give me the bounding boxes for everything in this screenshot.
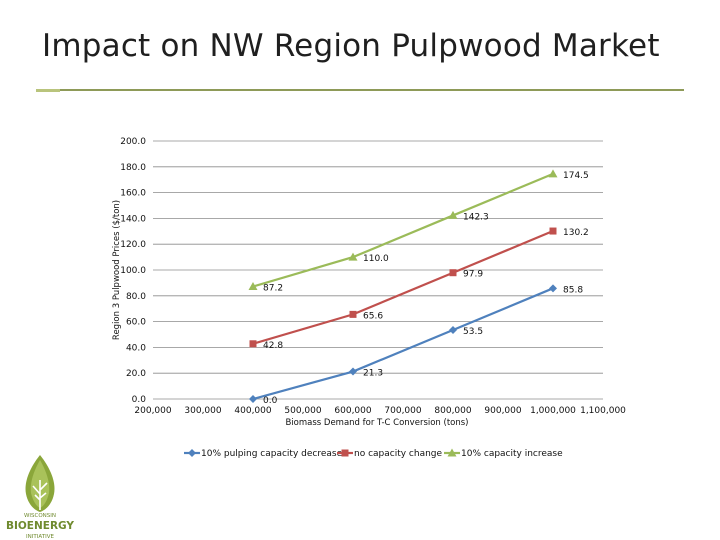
chart-series: 0.0 21.3 53.5 85.8 42.8 65.6 97.9 130.2 87.2 110.… <box>248 169 589 406</box>
y-tick-label: 180.0 <box>120 163 146 173</box>
wisconsin-bioenergy-logo: WISCONSIN BIOENERGY INITIATIVE <box>6 455 74 540</box>
data-point <box>549 284 557 293</box>
y-tick-label: 20.0 <box>126 369 146 379</box>
data-label: 0.0 <box>263 396 278 406</box>
chart-gridlines <box>153 140 603 400</box>
series-2: 42.8 65.6 97.9 130.2 <box>249 227 589 351</box>
legend-label: no capacity change <box>354 449 443 459</box>
chart-legend: 10% pulping capacity decrease no capacity… <box>184 448 563 459</box>
data-point <box>349 367 357 376</box>
y-axis-label: Region 3 Pulpwood Prices ($/ton) <box>112 200 122 340</box>
series-3: 87.2 110.0 142.3 174.5 <box>248 169 589 294</box>
legend-swatch-marker <box>341 449 349 457</box>
legend-item-2: no capacity change <box>337 449 443 459</box>
legend-swatch-marker <box>188 449 196 457</box>
data-point <box>249 395 257 403</box>
data-label: 42.8 <box>263 341 283 351</box>
x-tick-label: 500,000 <box>284 406 321 416</box>
data-point <box>248 282 258 291</box>
title-divider <box>36 89 684 91</box>
y-tick-label: 100.0 <box>120 266 146 276</box>
x-tick-label: 1,000,000 <box>530 406 576 416</box>
title-divider-accent <box>36 89 60 92</box>
data-label: 142.3 <box>463 212 489 222</box>
x-tick-label: 400,000 <box>234 406 271 416</box>
logo-main-text: BIOENERGY <box>6 520 74 532</box>
series-line <box>252 172 554 288</box>
data-point <box>349 310 357 318</box>
data-point <box>548 169 558 178</box>
data-label: 87.2 <box>263 284 283 294</box>
data-label: 53.5 <box>463 327 483 337</box>
legend-label: 10% capacity increase <box>461 449 563 459</box>
x-tick-label: 200,000 <box>134 406 171 416</box>
data-point <box>348 252 358 261</box>
legend-swatch-marker <box>447 448 457 457</box>
data-label: 110.0 <box>363 254 389 264</box>
x-tick-label: 800,000 <box>434 406 471 416</box>
legend-label: 10% pulping capacity decrease <box>201 449 343 459</box>
series-1: 0.0 21.3 53.5 85.8 <box>249 284 583 406</box>
y-tick-label: 160.0 <box>120 189 146 199</box>
page-title: Impact on NW Region Pulpwood Market <box>42 28 660 64</box>
data-label: 174.5 <box>563 171 589 181</box>
data-point <box>448 210 458 219</box>
data-point <box>249 340 257 348</box>
y-tick-label: 120.0 <box>120 240 146 250</box>
data-label: 97.9 <box>463 270 483 280</box>
x-axis-label: Biomass Demand for T-C Conversion (tons) <box>285 418 468 428</box>
x-tick-label: 700,000 <box>384 406 421 416</box>
y-tick-label: 200.0 <box>120 137 146 147</box>
x-tick-label: 600,000 <box>334 406 371 416</box>
legend-item-1: 10% pulping capacity decrease <box>184 449 343 459</box>
y-tick-label: 0.0 <box>132 395 147 405</box>
y-tick-label: 40.0 <box>126 343 146 353</box>
data-label: 130.2 <box>563 228 589 238</box>
y-tick-label: 140.0 <box>120 214 146 224</box>
series-line <box>252 230 554 345</box>
x-tick-label: 300,000 <box>184 406 221 416</box>
data-point <box>549 227 557 235</box>
leaf-tree-icon <box>25 455 55 512</box>
y-tick-label: 60.0 <box>126 318 146 328</box>
data-label: 85.8 <box>563 285 583 295</box>
data-label: 65.6 <box>363 311 383 321</box>
logo-bottom-text: INITIATIVE <box>26 534 54 540</box>
data-point <box>449 269 457 277</box>
series-line <box>252 287 554 401</box>
y-axis-ticks: 0.0 20.0 40.0 60.0 80.0 100.0 120.0 140.0 160.0 1… <box>120 137 146 405</box>
x-tick-label: 900,000 <box>484 406 521 416</box>
legend-item-3: 10% capacity increase <box>444 448 563 459</box>
x-axis-ticks: 200,000 300,000 400,000 500,000 600,000 700,0… <box>134 406 626 416</box>
y-tick-label: 80.0 <box>126 292 146 302</box>
x-tick-label: 1,100,000 <box>580 406 626 416</box>
logo-top-text: WISCONSIN <box>24 513 56 519</box>
data-label: 21.3 <box>363 369 383 379</box>
data-point <box>449 325 457 334</box>
